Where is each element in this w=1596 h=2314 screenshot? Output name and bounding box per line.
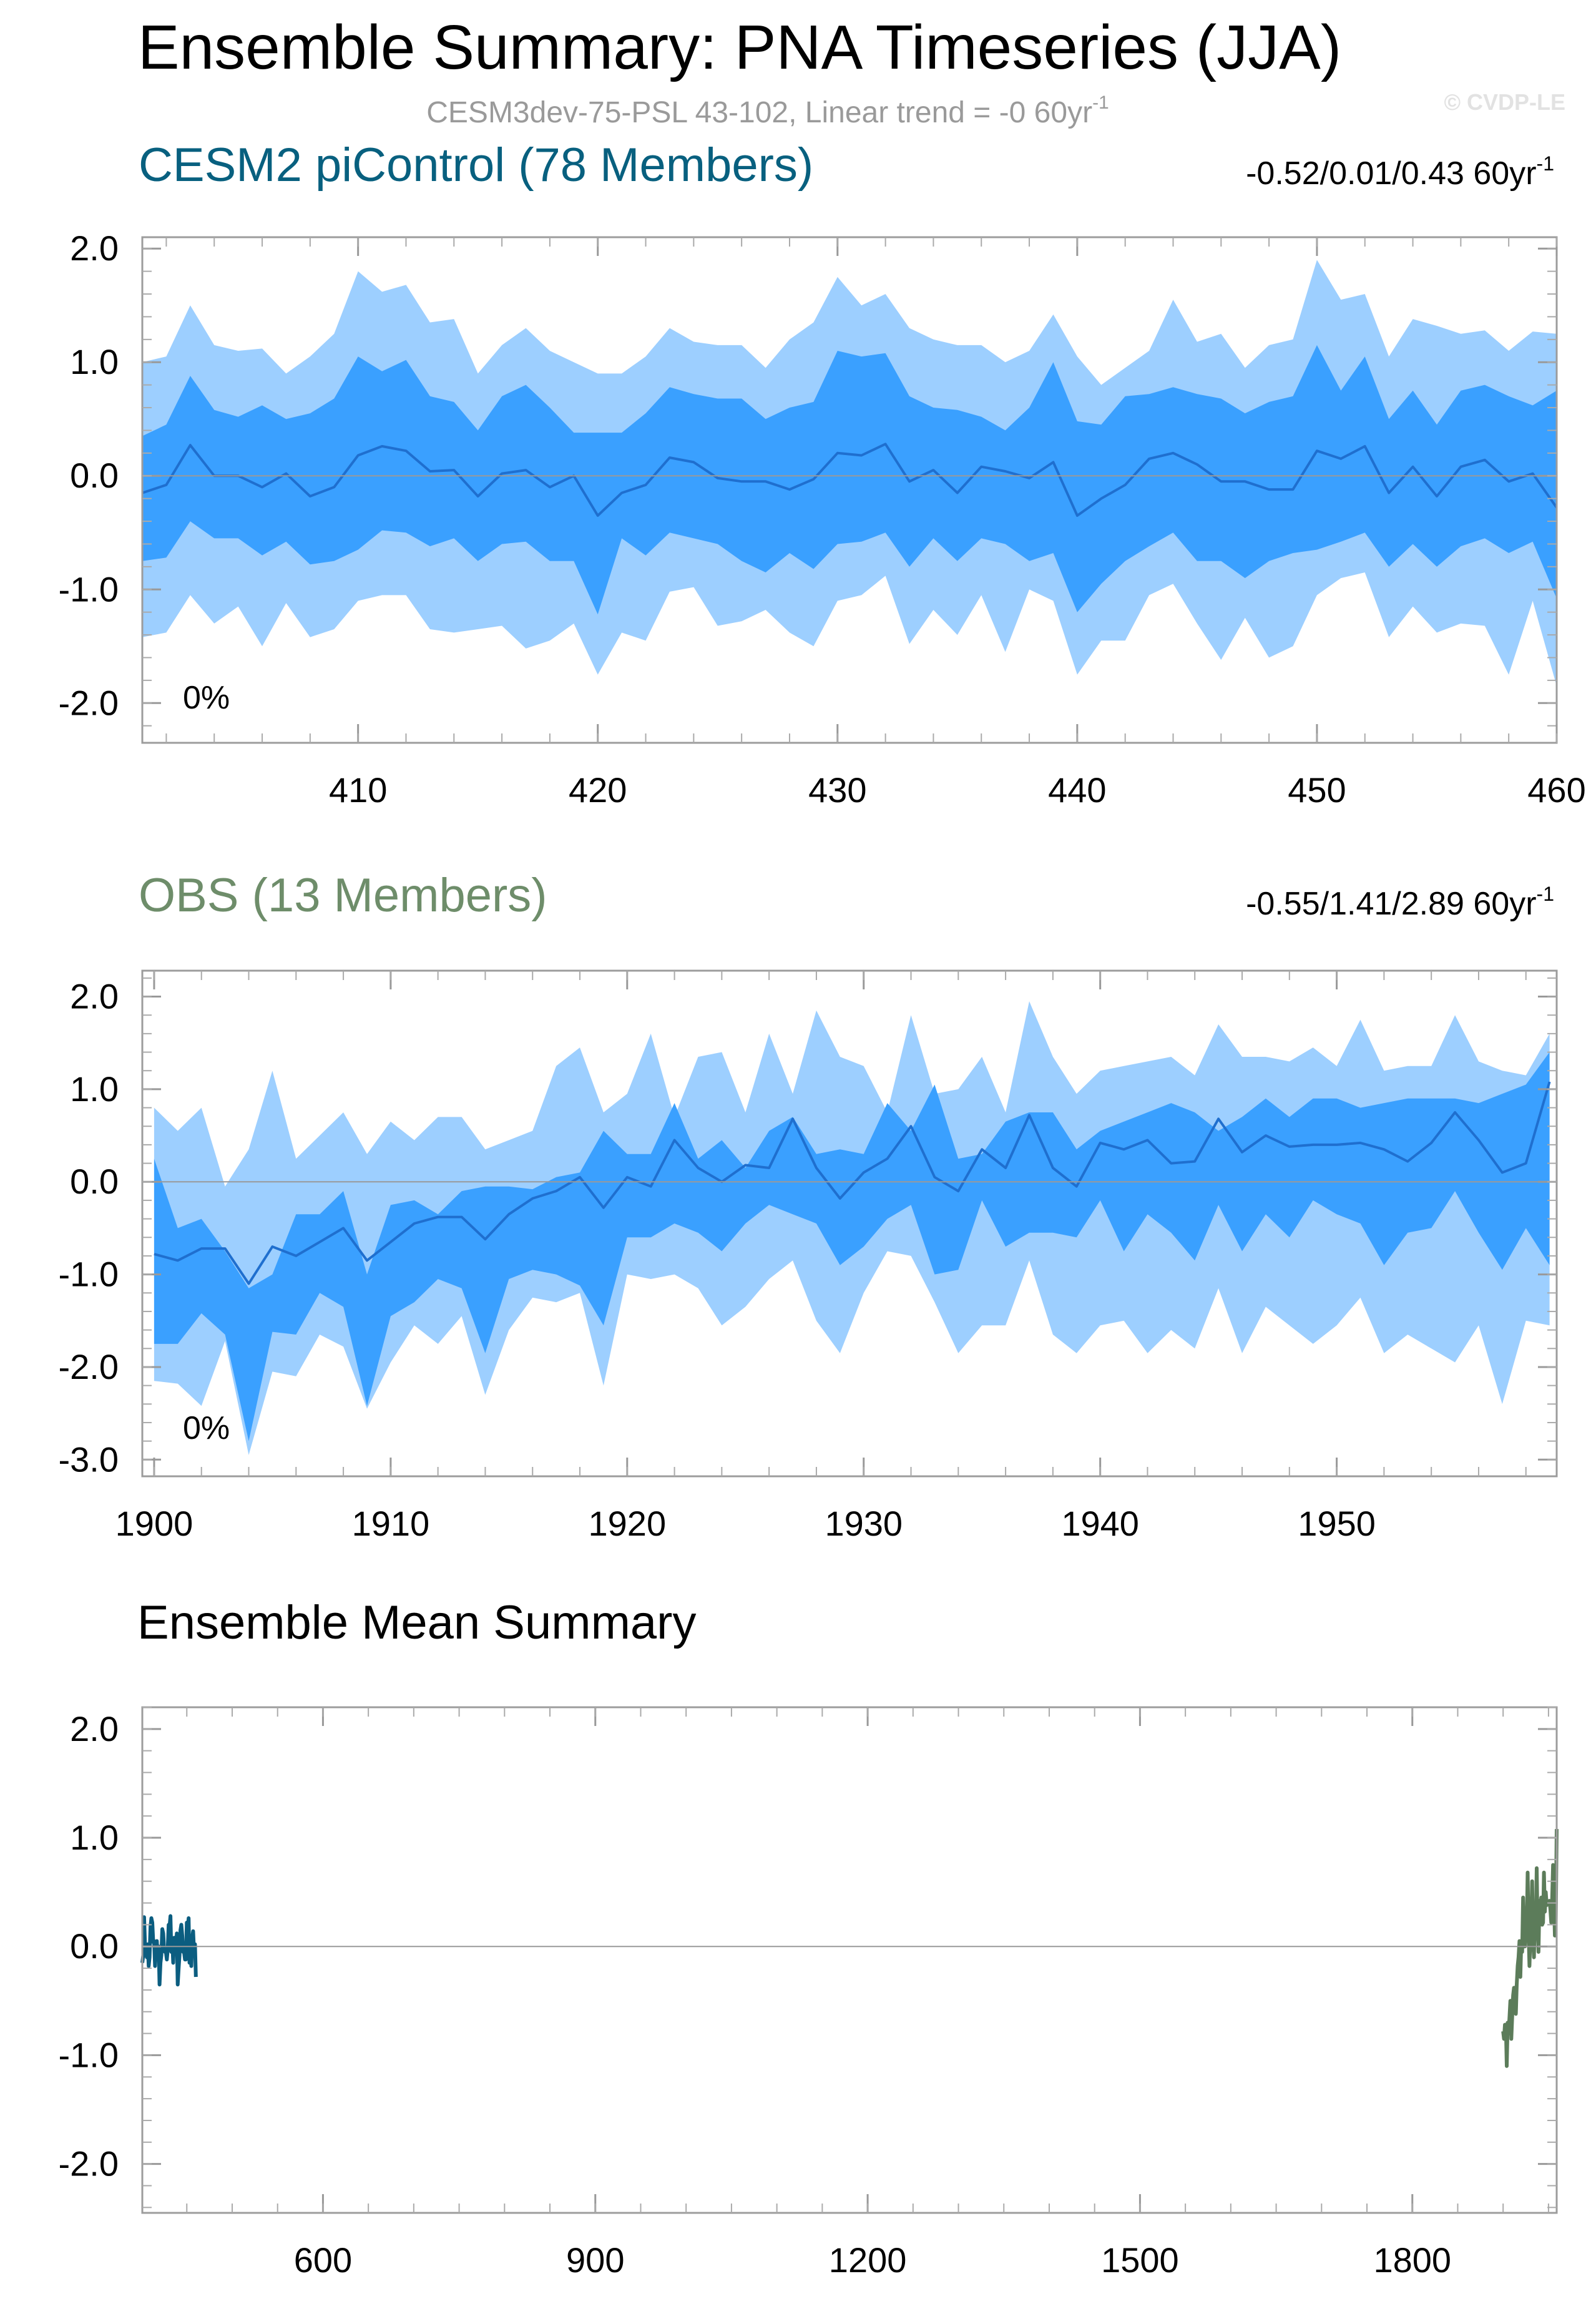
x-tick-label: 410 bbox=[329, 770, 387, 810]
inner-percentile-band bbox=[142, 345, 1557, 615]
y-tick-label: 1.0 bbox=[70, 342, 119, 381]
plot-frame bbox=[141, 969, 1558, 1478]
y-tick-label: -1.0 bbox=[59, 569, 119, 609]
y-tick-label: 2.0 bbox=[70, 1709, 119, 1748]
y-tick-label: -3.0 bbox=[59, 1439, 119, 1479]
credit-label: © CVDP-LE bbox=[1444, 89, 1565, 115]
model-ensemble-mean-line bbox=[140, 1914, 198, 1987]
x-tick-label: 450 bbox=[1288, 770, 1346, 810]
ensemble-mean-line bbox=[142, 443, 1558, 517]
y-tick-label: 0.0 bbox=[70, 1162, 119, 1201]
y-tick-label: -2.0 bbox=[59, 683, 119, 722]
y-tick-label: 1.0 bbox=[70, 1069, 119, 1109]
x-tick-label: 1940 bbox=[1061, 1504, 1139, 1543]
plot-frame bbox=[141, 236, 1558, 744]
figure-subtitle: CESM3dev-75-PSL 43-102, Linear trend = -… bbox=[426, 92, 1109, 129]
y-tick-label: 2.0 bbox=[70, 977, 119, 1016]
y-tick-label: -1.0 bbox=[59, 2035, 119, 2074]
panel-obs-title: OBS (13 Members) bbox=[139, 869, 547, 922]
panel-model-title: CESM2 piControl (78 Members) bbox=[139, 139, 813, 192]
obs-ensemble-mean-line bbox=[1501, 1829, 1559, 2068]
ensemble-mean-line bbox=[154, 1081, 1551, 1285]
plot-frame bbox=[141, 1706, 1558, 2214]
x-tick-label: 440 bbox=[1048, 770, 1106, 810]
panel-ensemble-mean: Ensemble Mean Summary 2.0 1.0 0.0 -1.0 -2.0 6… bbox=[59, 1596, 1559, 2280]
panel-mean-title: Ensemble Mean Summary bbox=[137, 1596, 696, 1649]
x-tick-label: 1800 bbox=[1373, 2240, 1451, 2280]
panel-obs: OBS (13 Members) -0.55/1.41/2.89 60yr-1 … bbox=[59, 869, 1558, 1543]
y-tick-label: -2.0 bbox=[59, 1347, 119, 1386]
x-tick-label: 1920 bbox=[589, 1504, 667, 1543]
x-tick-label: 1910 bbox=[352, 1504, 430, 1543]
panel-model-percent: 0% bbox=[183, 680, 230, 716]
y-tick-label: 2.0 bbox=[70, 228, 119, 268]
x-tick-label: 1900 bbox=[115, 1504, 193, 1543]
panel-model: CESM2 piControl (78 Members) -0.52/0.01/… bbox=[59, 139, 1586, 810]
x-tick-label: 430 bbox=[808, 770, 866, 810]
y-tick-label: 0.0 bbox=[70, 1926, 119, 1966]
x-tick-label: 1930 bbox=[825, 1504, 903, 1543]
y-tick-label: -1.0 bbox=[59, 1255, 119, 1294]
x-tick-label: 420 bbox=[569, 770, 627, 810]
panel-model-stats: -0.52/0.01/0.43 60yr-1 bbox=[1246, 152, 1554, 192]
panel-obs-percent: 0% bbox=[183, 1410, 230, 1446]
x-tick-label: 460 bbox=[1527, 770, 1585, 810]
y-tick-label: 1.0 bbox=[70, 1818, 119, 1857]
y-tick-label: 0.0 bbox=[70, 456, 119, 495]
x-tick-label: 900 bbox=[566, 2240, 624, 2280]
x-tick-label: 1200 bbox=[829, 2240, 907, 2280]
x-tick-label: 600 bbox=[294, 2240, 352, 2280]
figure-title: Ensemble Summary: PNA Timeseries (JJA) bbox=[138, 12, 1341, 82]
y-tick-label: -2.0 bbox=[59, 2144, 119, 2184]
x-tick-label: 1950 bbox=[1298, 1504, 1376, 1543]
panel-obs-stats: -0.55/1.41/2.89 60yr-1 bbox=[1246, 883, 1554, 922]
x-tick-label: 1500 bbox=[1101, 2240, 1179, 2280]
